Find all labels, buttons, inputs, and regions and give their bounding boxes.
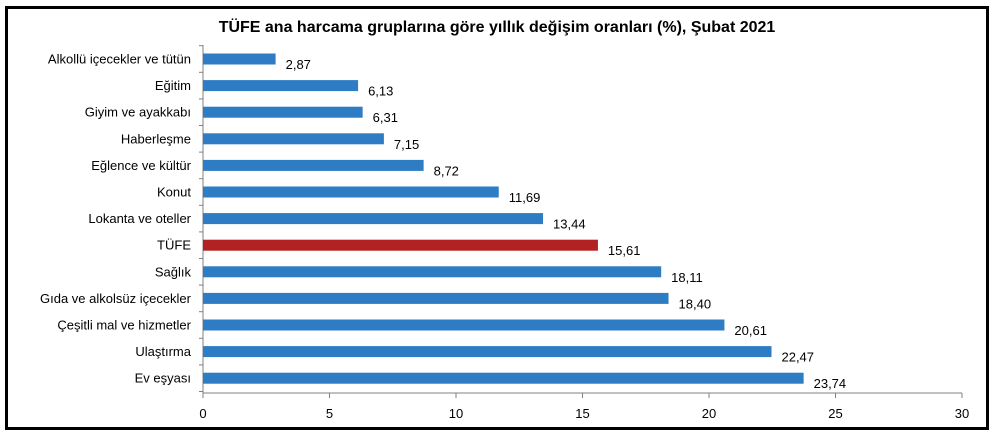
data-label: 13,44 [553,217,586,232]
data-label: 22,47 [781,350,814,365]
bar [203,266,662,278]
x-tick-label: 0 [199,406,206,421]
data-label: 6,13 [368,84,393,99]
data-label: 6,31 [373,110,398,125]
data-label: 11,69 [509,190,541,205]
category-label: Eğlence ve kültür [91,158,191,173]
category-label: Ulaştırma [135,344,191,359]
category-label: TÜFE [157,238,191,253]
x-tick-label: 10 [449,406,463,421]
category-label: Eğitim [155,78,191,93]
data-label: 7,15 [394,137,419,152]
data-label: 8,72 [434,163,459,178]
data-label: 18,40 [679,296,712,311]
bar [203,213,544,225]
category-label: Alkollü içecekler ve tütün [48,52,191,67]
data-label: 18,11 [671,270,703,285]
data-label: 2,87 [286,57,311,72]
bar [203,186,499,198]
bar [203,106,363,118]
bar [203,133,384,145]
x-tick-label: 25 [828,406,842,421]
bar-highlight [203,239,598,251]
bar [203,53,276,65]
chart-title: TÜFE ana harcama gruplarına göre yıllık … [218,19,776,36]
x-tick-label: 5 [326,406,333,421]
x-tick-label: 15 [575,406,589,421]
bar [203,80,359,92]
bar [203,319,725,331]
data-label: 23,74 [814,376,847,391]
bar [203,372,804,384]
data-label: 15,61 [608,243,641,258]
category-label: Gıda ve alkolsüz içecekler [40,291,192,306]
x-tick-label: 20 [702,406,716,421]
bar [203,346,772,358]
x-tick-label: 30 [955,406,969,421]
category-label: Konut [157,185,191,200]
bar [203,159,424,171]
category-label: Haberleşme [121,131,191,146]
category-label: Sağlık [155,264,192,279]
category-label: Çeşitli mal ve hizmetler [57,318,191,333]
data-label: 20,61 [734,323,767,338]
category-label: Giyim ve ayakkabı [85,105,191,120]
category-label: Lokanta ve oteller [88,211,191,226]
bar [203,292,669,304]
category-label: Ev eşyası [135,371,191,386]
